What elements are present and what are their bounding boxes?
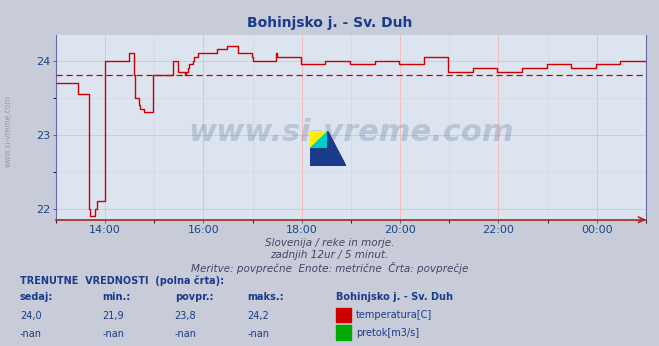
Text: pretok[m3/s]: pretok[m3/s] [356,328,419,338]
Text: www.si-vreme.com: www.si-vreme.com [3,95,13,167]
Text: Meritve: povprečne  Enote: metrične  Črta: povprečje: Meritve: povprečne Enote: metrične Črta:… [191,262,468,274]
Text: www.si-vreme.com: www.si-vreme.com [188,118,514,147]
Text: Slovenija / reke in morje.: Slovenija / reke in morje. [265,238,394,248]
Polygon shape [310,131,328,149]
Text: 24,2: 24,2 [247,311,269,321]
Text: povpr.:: povpr.: [175,292,213,302]
Text: temperatura[C]: temperatura[C] [356,310,432,320]
Text: 24,0: 24,0 [20,311,42,321]
Text: -nan: -nan [20,329,42,339]
Text: Bohinjsko j. - Sv. Duh: Bohinjsko j. - Sv. Duh [336,292,453,302]
Text: maks.:: maks.: [247,292,284,302]
Text: min.:: min.: [102,292,130,302]
Text: -nan: -nan [102,329,124,339]
Polygon shape [310,149,346,166]
Text: 21,9: 21,9 [102,311,124,321]
Text: -nan: -nan [247,329,269,339]
Text: 23,8: 23,8 [175,311,196,321]
Text: zadnjih 12ur / 5 minut.: zadnjih 12ur / 5 minut. [270,250,389,260]
Polygon shape [328,131,346,166]
Text: Bohinjsko j. - Sv. Duh: Bohinjsko j. - Sv. Duh [247,16,412,29]
Text: -nan: -nan [175,329,196,339]
Polygon shape [310,131,328,149]
Text: TRENUTNE  VREDNOSTI  (polna črta):: TRENUTNE VREDNOSTI (polna črta): [20,275,224,285]
Text: sedaj:: sedaj: [20,292,53,302]
